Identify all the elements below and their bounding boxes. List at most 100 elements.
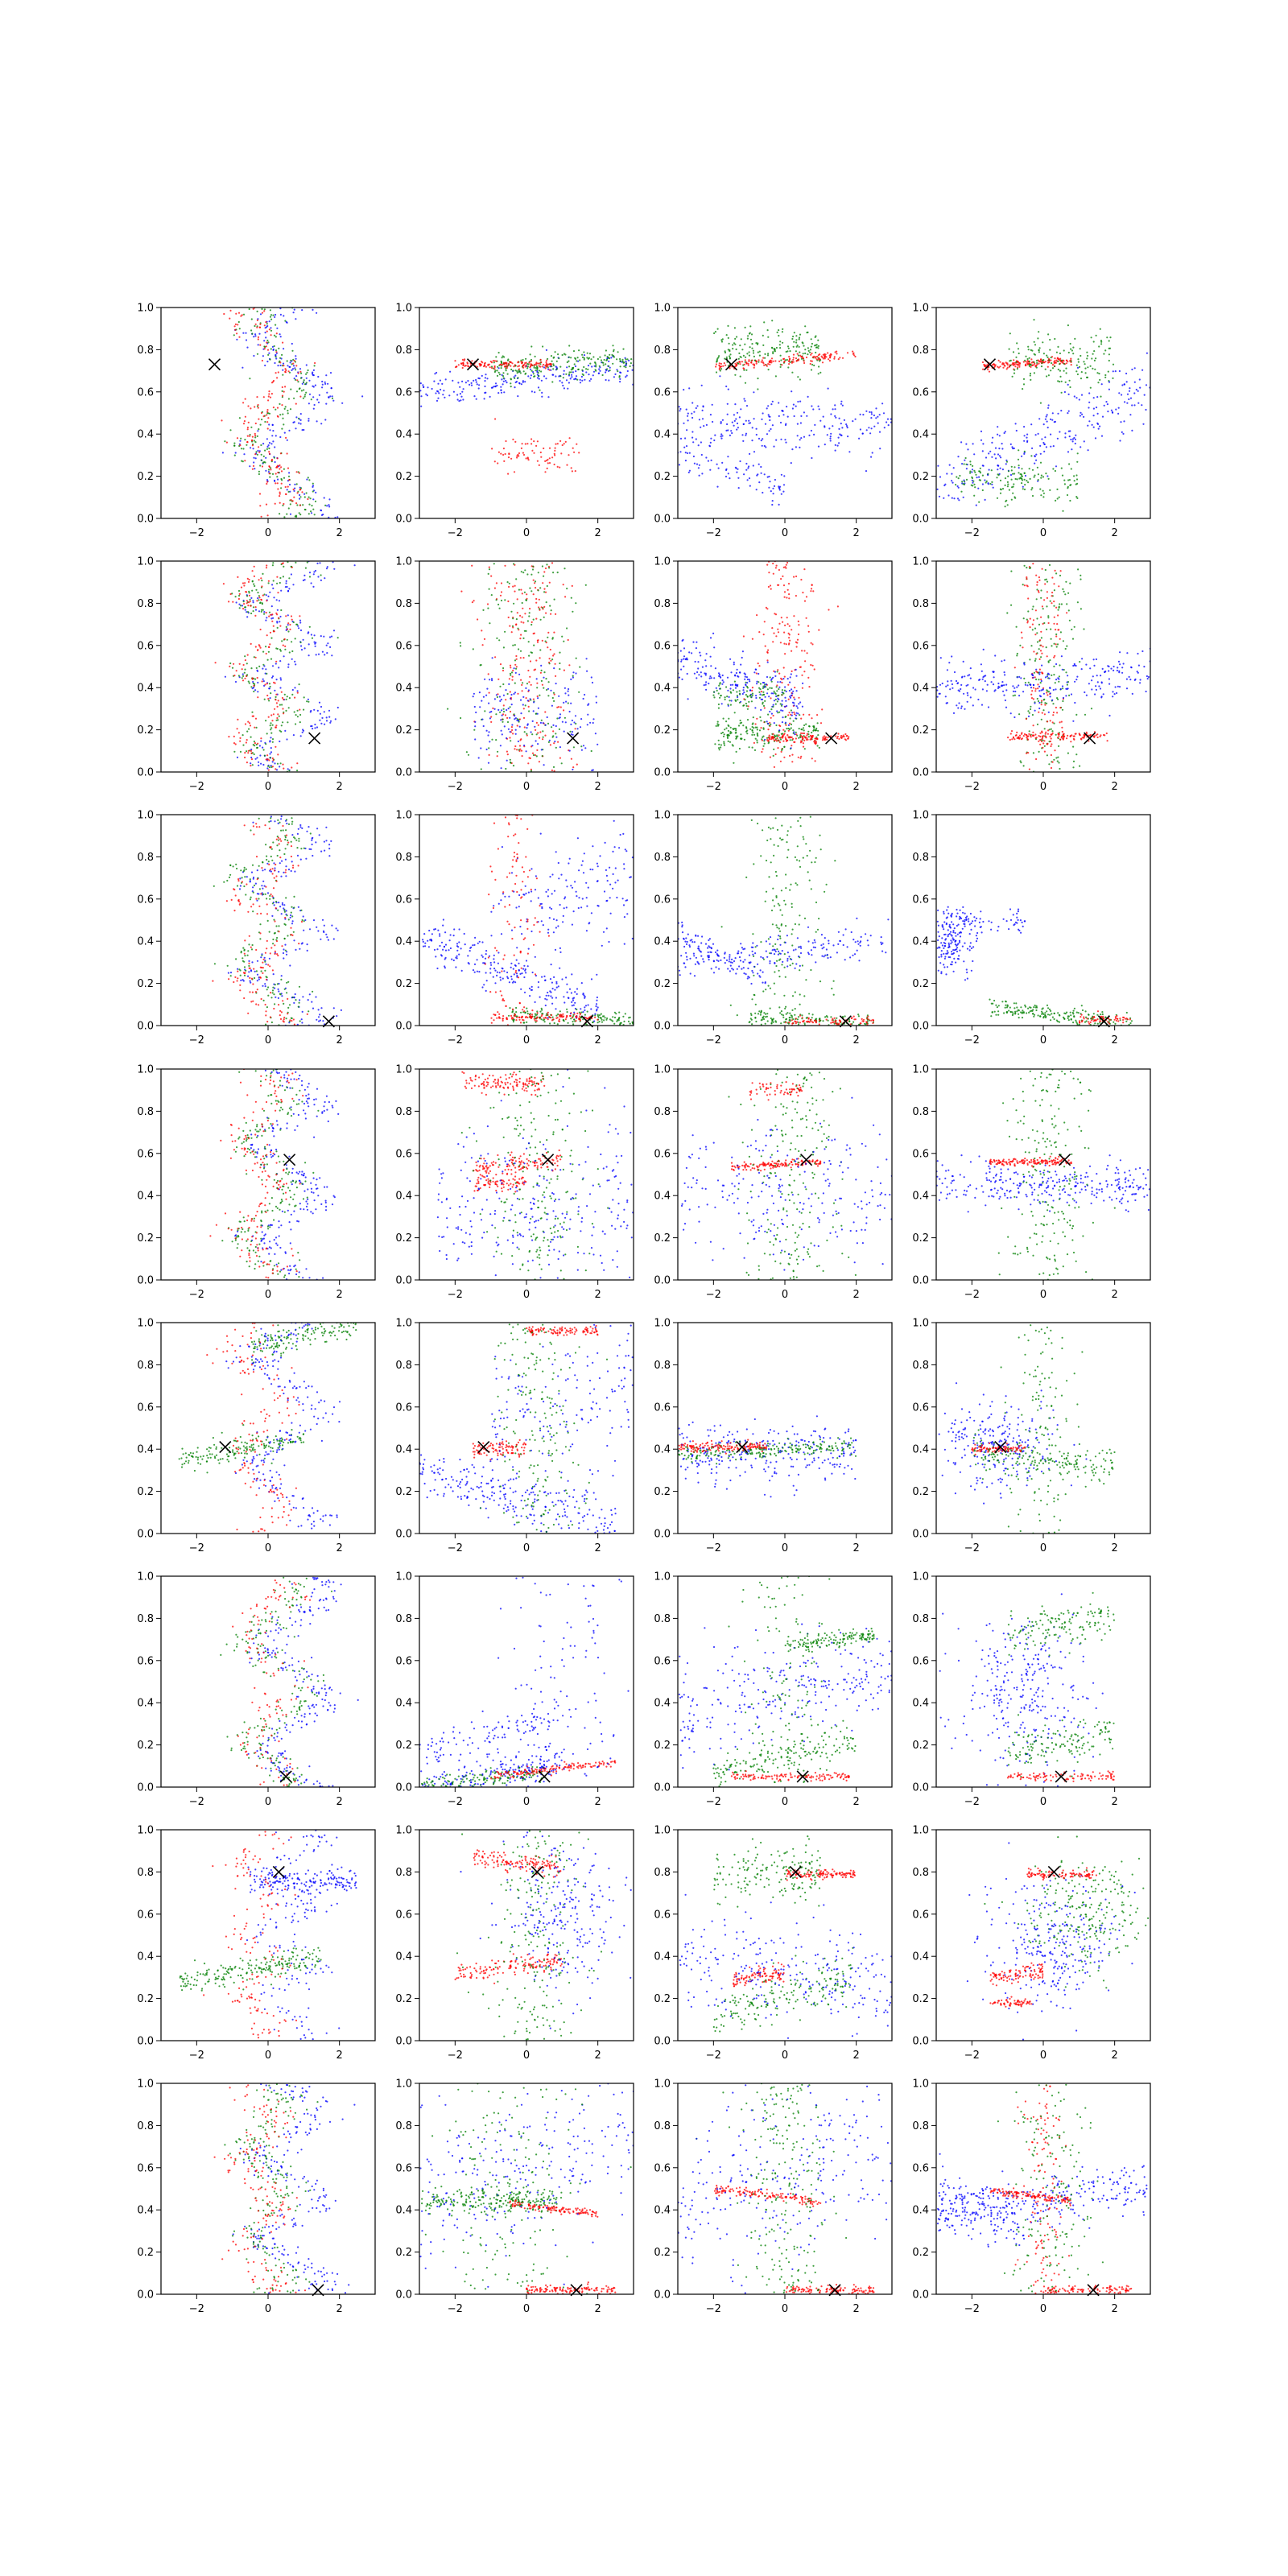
data-point bbox=[766, 564, 769, 566]
data-point bbox=[1078, 365, 1081, 368]
data-point bbox=[1135, 388, 1137, 391]
data-point bbox=[817, 354, 820, 357]
data-point bbox=[329, 720, 332, 722]
data-point bbox=[997, 453, 1000, 456]
data-point bbox=[280, 466, 283, 469]
data-point bbox=[522, 366, 525, 369]
x-tick-label: 0 bbox=[265, 527, 271, 539]
data-point bbox=[528, 710, 530, 712]
data-point bbox=[519, 638, 522, 640]
data-point bbox=[991, 456, 993, 458]
data-point bbox=[792, 729, 795, 732]
data-point bbox=[301, 491, 303, 493]
data-point bbox=[973, 483, 976, 485]
data-point bbox=[1040, 365, 1043, 368]
data-point bbox=[1099, 425, 1101, 427]
data-point bbox=[718, 367, 721, 369]
data-point bbox=[784, 721, 787, 724]
data-point bbox=[256, 600, 258, 602]
data-point bbox=[802, 682, 804, 685]
data-point bbox=[696, 463, 699, 465]
data-point bbox=[1079, 415, 1081, 417]
data-point bbox=[420, 405, 423, 407]
data-point bbox=[1064, 381, 1067, 383]
data-point bbox=[476, 383, 478, 386]
data-point bbox=[496, 374, 499, 377]
data-point bbox=[605, 369, 608, 372]
data-point bbox=[788, 625, 791, 627]
data-point bbox=[781, 689, 784, 691]
data-point bbox=[299, 504, 301, 506]
data-point bbox=[612, 345, 614, 347]
data-point bbox=[735, 671, 738, 675]
data-point bbox=[308, 402, 310, 405]
data-point bbox=[678, 676, 681, 679]
data-point bbox=[522, 704, 524, 706]
data-point bbox=[308, 496, 310, 498]
data-point bbox=[763, 707, 766, 709]
data-point bbox=[787, 724, 791, 727]
data-point bbox=[568, 710, 571, 713]
data-point bbox=[568, 345, 571, 347]
data-point bbox=[776, 737, 778, 740]
data-point bbox=[768, 430, 770, 432]
series-blue bbox=[472, 657, 599, 772]
data-point bbox=[488, 702, 490, 704]
data-point bbox=[790, 673, 792, 675]
data-point bbox=[526, 700, 529, 702]
data-point bbox=[539, 608, 541, 610]
data-point bbox=[256, 676, 258, 679]
data-point bbox=[709, 675, 712, 678]
data-point bbox=[754, 668, 757, 671]
data-point bbox=[513, 667, 515, 670]
data-point bbox=[316, 420, 318, 423]
data-point bbox=[493, 366, 496, 369]
data-point bbox=[519, 614, 522, 617]
data-point bbox=[1031, 713, 1034, 716]
data-point bbox=[766, 661, 769, 663]
data-point bbox=[726, 402, 729, 405]
data-point bbox=[268, 759, 270, 762]
scatter-points bbox=[214, 561, 356, 772]
data-point bbox=[517, 377, 519, 379]
data-point bbox=[276, 716, 279, 720]
data-point bbox=[490, 716, 493, 718]
data-point bbox=[279, 581, 281, 584]
data-point bbox=[785, 564, 787, 566]
data-point bbox=[1083, 440, 1085, 443]
data-point bbox=[327, 382, 329, 385]
data-point bbox=[267, 769, 270, 771]
data-point bbox=[530, 768, 533, 771]
data-point bbox=[1038, 361, 1041, 363]
data-point bbox=[1084, 363, 1086, 365]
data-point bbox=[488, 566, 490, 568]
data-point bbox=[586, 357, 588, 359]
data-point bbox=[287, 624, 289, 626]
data-point bbox=[495, 599, 497, 601]
data-point bbox=[973, 453, 976, 456]
data-point bbox=[612, 362, 614, 365]
data-point bbox=[268, 615, 270, 617]
data-point bbox=[782, 328, 784, 330]
data-point bbox=[787, 683, 790, 686]
data-point bbox=[791, 761, 794, 763]
data-point bbox=[1047, 407, 1050, 409]
data-point bbox=[551, 658, 554, 661]
data-point bbox=[811, 731, 813, 734]
data-point bbox=[325, 716, 328, 719]
data-point bbox=[269, 643, 271, 646]
data-point bbox=[514, 745, 517, 748]
data-point bbox=[838, 737, 840, 741]
data-point bbox=[1053, 665, 1055, 668]
data-point bbox=[583, 365, 585, 369]
data-point bbox=[495, 360, 497, 362]
data-point bbox=[263, 684, 266, 687]
data-point bbox=[810, 663, 812, 667]
data-point bbox=[544, 567, 547, 570]
data-point bbox=[871, 452, 873, 454]
data-point bbox=[279, 650, 282, 652]
data-point bbox=[510, 368, 513, 371]
data-point bbox=[797, 376, 799, 378]
data-point bbox=[495, 713, 497, 716]
data-point bbox=[786, 617, 788, 619]
